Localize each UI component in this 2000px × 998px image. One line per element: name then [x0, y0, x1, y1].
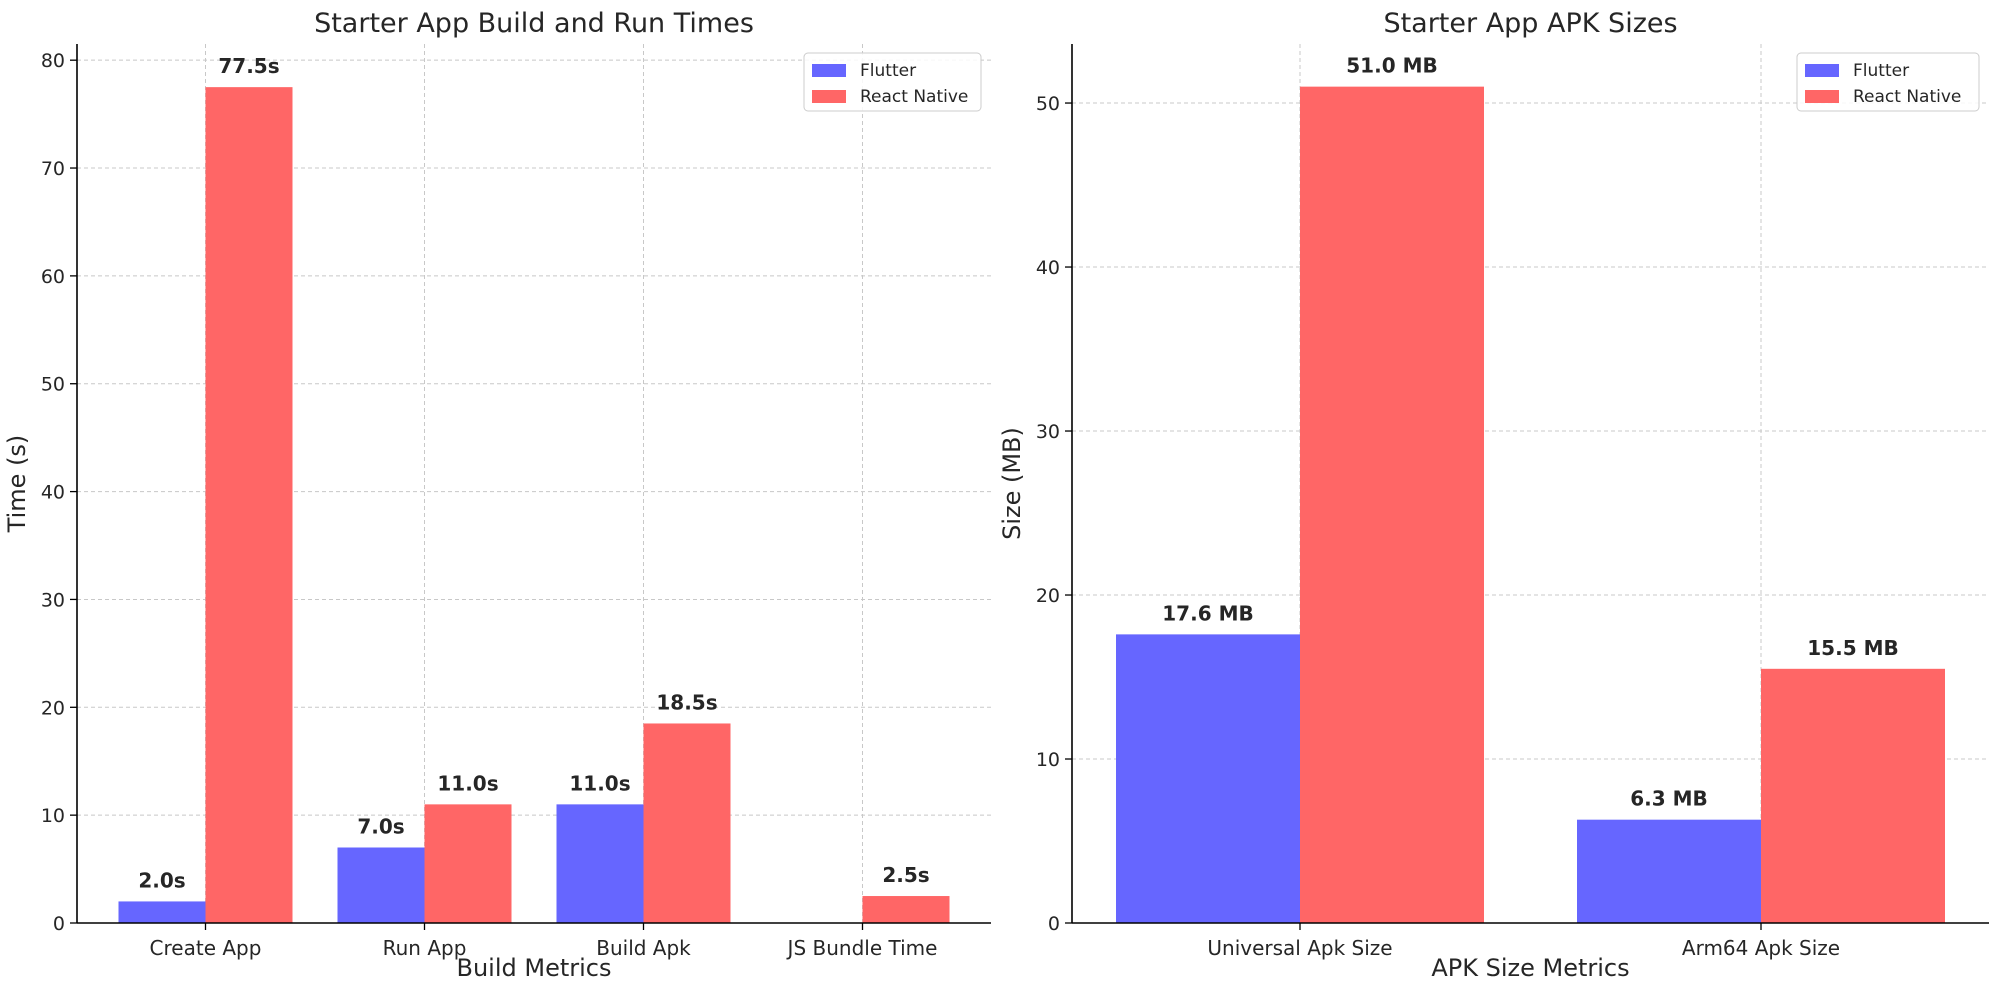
y-axis-label: Time (s) — [3, 435, 31, 534]
chart-panel-2: 17.6 MB 6.3 MB 51.0 MB 15.5 MB 0 10 20 30 40 50 Un… — [998, 8, 1989, 982]
legend: Flutter React Native — [1796, 52, 1980, 112]
legend: Flutter React Native — [803, 52, 982, 112]
y-tick-label: 80 — [41, 50, 65, 72]
chart-title: Starter App APK Sizes — [1383, 8, 1677, 39]
y-tick-label: 30 — [1036, 421, 1060, 443]
y-tick-label: 0 — [1048, 913, 1060, 935]
y-tick-label: 40 — [41, 482, 65, 504]
legend-label: React Native — [860, 87, 968, 107]
data-label: 77.5s — [218, 54, 279, 78]
x-tick-label: Run App — [383, 936, 467, 960]
data-label: 2.0s — [138, 868, 185, 892]
legend-label: React Native — [1853, 87, 1961, 107]
bar-react-native — [1300, 86, 1484, 923]
chart-panel-1: 2.0s 7.0s 11.0s 77.5s 11.0s 18.5s 2.5s 0 10 20 30 4… — [3, 8, 991, 982]
y-tick-label: 50 — [1036, 93, 1060, 115]
data-label: 17.6 MB — [1162, 601, 1253, 625]
data-label: 11.0s — [569, 771, 630, 795]
legend-swatch — [812, 64, 846, 77]
y-tick-label: 60 — [41, 266, 65, 288]
y-tick-label: 40 — [1036, 257, 1060, 279]
bar-flutter — [1577, 819, 1761, 923]
legend-box — [803, 52, 982, 112]
y-tick-label: 10 — [1036, 749, 1060, 771]
bar-react-native — [205, 87, 293, 923]
y-tick-label: 50 — [41, 374, 65, 396]
x-axis-label: Build Metrics — [457, 954, 612, 982]
legend-swatch — [1805, 64, 1839, 77]
data-label: 6.3 MB — [1630, 787, 1708, 811]
bar-flutter — [337, 847, 425, 923]
bar-react-native — [424, 804, 512, 923]
y-tick-label: 70 — [41, 158, 65, 180]
data-label: 11.0s — [437, 771, 498, 795]
y-tick-label: 0 — [53, 913, 65, 935]
data-label: 18.5s — [656, 690, 717, 714]
legend-swatch — [1805, 90, 1839, 103]
x-tick-label: Build Apk — [596, 936, 691, 960]
data-label: 15.5 MB — [1807, 636, 1898, 660]
data-label: 2.5s — [882, 863, 929, 887]
legend-label: Flutter — [1853, 61, 1909, 81]
y-tick-label: 10 — [41, 805, 65, 827]
legend-swatch — [812, 90, 846, 103]
x-axis-label: APK Size Metrics — [1431, 954, 1629, 982]
bar-flutter — [556, 804, 644, 923]
x-tick-label: Universal Apk Size — [1207, 936, 1392, 960]
data-label: 51.0 MB — [1346, 54, 1437, 78]
bar-flutter — [1116, 634, 1300, 923]
legend-label: Flutter — [860, 61, 916, 81]
bar-flutter — [118, 901, 206, 923]
y-tick-label: 30 — [41, 589, 65, 611]
y-axis-label: Size (MB) — [998, 427, 1026, 540]
data-label: 7.0s — [357, 815, 404, 839]
bar-react-native — [862, 896, 950, 923]
legend-box — [1796, 52, 1980, 112]
bar-react-native — [1761, 668, 1945, 923]
x-tick-label: JS Bundle Time — [786, 936, 938, 960]
x-tick-label: Arm64 Apk Size — [1682, 936, 1840, 960]
y-tick-label: 20 — [1036, 585, 1060, 607]
bar-react-native — [643, 723, 731, 923]
y-tick-label: 20 — [41, 697, 65, 719]
chart-title: Starter App Build and Run Times — [314, 8, 754, 39]
x-tick-label: Create App — [150, 936, 262, 960]
